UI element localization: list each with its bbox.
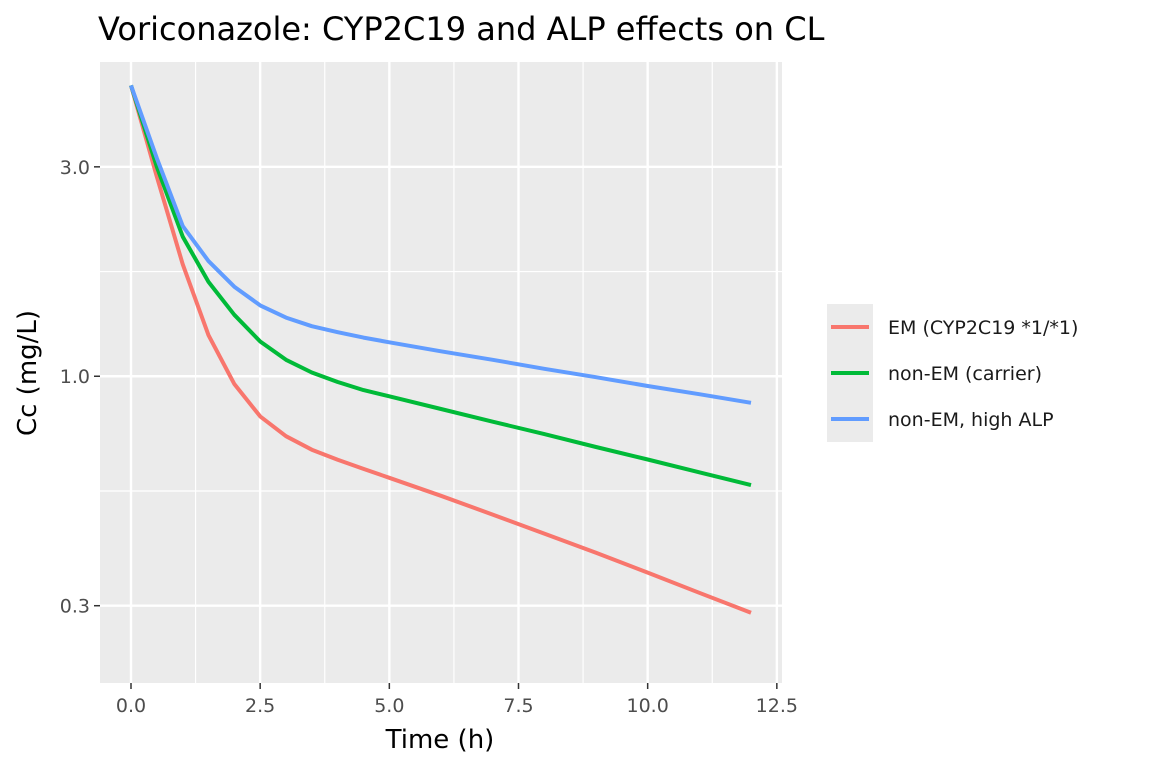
x-tick-label: 5.0 (374, 695, 404, 717)
grid-major (100, 62, 782, 683)
series-line (129, 84, 752, 615)
x-tick-label: 12.5 (756, 695, 798, 717)
plot-panel (100, 62, 782, 683)
legend-label: non-EM, high ALP (888, 409, 1054, 431)
series-line (129, 84, 752, 405)
grid-minor (100, 62, 782, 683)
legend: EM (CYP2C19 *1/*1) non-EM (carrier) non-EM… (827, 304, 1078, 442)
legend-label: non-EM (carrier) (888, 363, 1042, 385)
x-tick-label: 2.5 (245, 695, 275, 717)
y-axis-title: Cc (mg/L) (13, 310, 43, 436)
y-axis: 0.3 1.0 3.0 (60, 157, 100, 618)
x-axis: 0.0 2.5 5.0 7.5 10.0 12.5 (116, 683, 798, 717)
y-tick-label: 1.0 (60, 366, 90, 388)
series-layer (129, 84, 752, 615)
x-axis-title: Time (h) (385, 725, 495, 755)
x-tick-label: 7.5 (503, 695, 533, 717)
series-line (129, 84, 752, 488)
x-tick-label: 10.0 (627, 695, 669, 717)
chart-title: Voriconazole: CYP2C19 and ALP effects on… (98, 10, 825, 48)
y-tick-label: 0.3 (60, 596, 90, 618)
y-tick-label: 3.0 (60, 157, 90, 179)
legend-label: EM (CYP2C19 *1/*1) (888, 317, 1078, 339)
x-tick-label: 0.0 (116, 695, 146, 717)
